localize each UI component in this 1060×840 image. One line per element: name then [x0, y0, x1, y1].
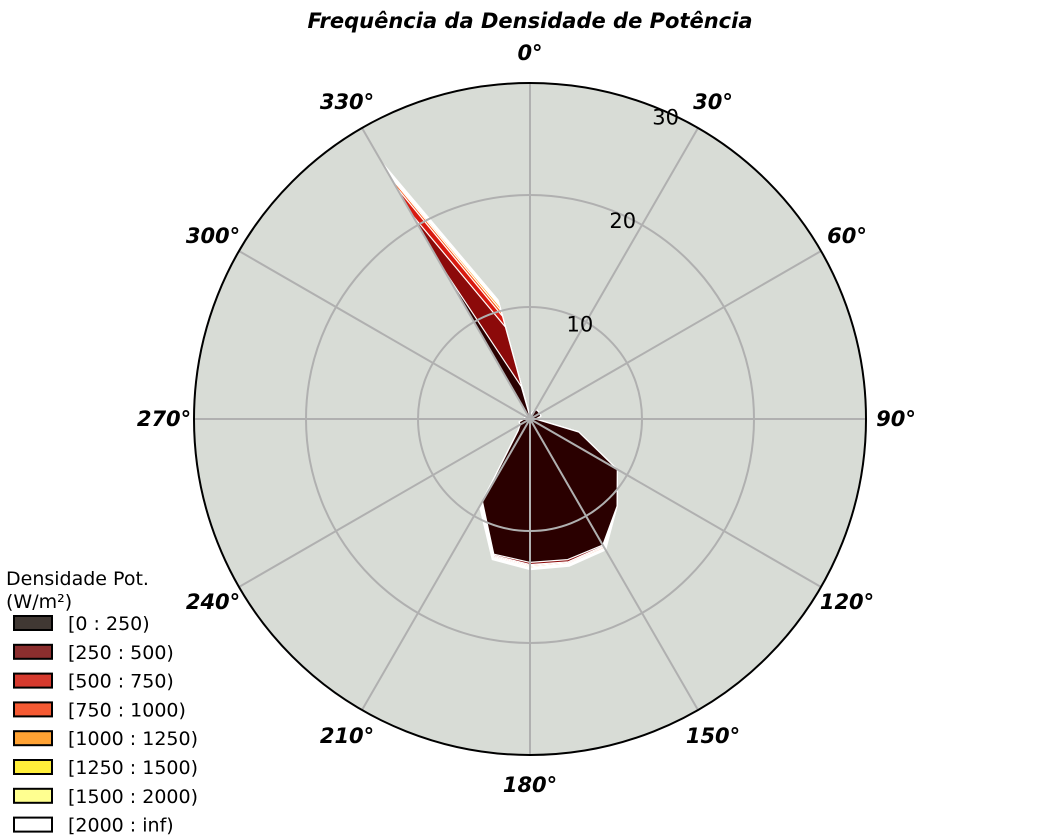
legend-swatch-0 [13, 615, 53, 631]
angle-label-8: 240° [186, 590, 240, 614]
radial-tick-labels: 10 20 30 [567, 106, 679, 337]
legend-label-4: [1000 : 1250) [68, 728, 198, 750]
grid-spoke-7 [361, 418, 531, 711]
legend-swatch-2 [13, 672, 53, 689]
angle-label-11: 330° [320, 90, 374, 114]
legend-label-7: [2000 : inf) [68, 815, 174, 837]
legend-swatch-3 [13, 701, 53, 718]
angle-label-10: 300° [186, 224, 240, 248]
grid-spoke-8 [238, 418, 531, 588]
grid-spoke-4 [529, 418, 822, 588]
legend-title-line2: (W/m²) [6, 591, 72, 613]
radial-tick-0: 10 [567, 313, 594, 337]
angle-label-6: 180° [503, 773, 557, 797]
angle-label-5: 150° [686, 724, 740, 748]
angle-label-4: 120° [820, 590, 874, 614]
grid-spoke-5 [529, 418, 699, 711]
legend-label-5: [1250 : 1500) [68, 757, 198, 779]
angle-label-3: 90° [876, 407, 916, 431]
radial-tick-2: 30 [652, 106, 679, 130]
legend-items: [0 : 250) [250 : 500) [500 : 750) [750 : 10… [13, 613, 198, 837]
radial-tick-1: 20 [609, 209, 636, 233]
angle-label-1: 30° [693, 90, 733, 114]
polar-frame [193, 82, 867, 756]
angle-label-2: 60° [827, 224, 867, 248]
legend-label-1: [250 : 500) [68, 642, 174, 664]
legend-label-6: [1500 : 2000) [68, 786, 198, 808]
polar-grid [194, 83, 866, 755]
legend-swatch-6 [13, 787, 53, 804]
angle-labels: 0° 30° 60° 90° 120° 150° 180° 210° 240° 270° 300° 3… [137, 41, 916, 797]
legend-title-line1: Densidade Pot. [6, 568, 149, 590]
legend-swatch-5 [13, 759, 53, 775]
angle-label-0: 0° [517, 41, 542, 65]
legend-label-0: [0 : 250) [68, 613, 150, 635]
legend-swatch-4 [13, 730, 53, 747]
legend-swatch-1 [13, 643, 53, 660]
chart-title: Frequência da Densidade de Potência [307, 9, 752, 33]
legend-label-3: [750 : 1000) [68, 699, 186, 721]
grid-spoke-2 [529, 250, 822, 420]
grid-spoke-11 [361, 127, 531, 420]
legend-label-2: [500 : 750) [68, 671, 174, 693]
legend-swatch-7 [13, 816, 53, 833]
legend: Densidade Pot. (W/m²) [0 : 250) [250 : 50… [6, 568, 198, 837]
angle-label-9: 270° [137, 407, 191, 431]
grid-spoke-1 [529, 127, 699, 420]
grid-spoke-10 [238, 250, 531, 420]
angle-label-7: 210° [320, 724, 374, 748]
